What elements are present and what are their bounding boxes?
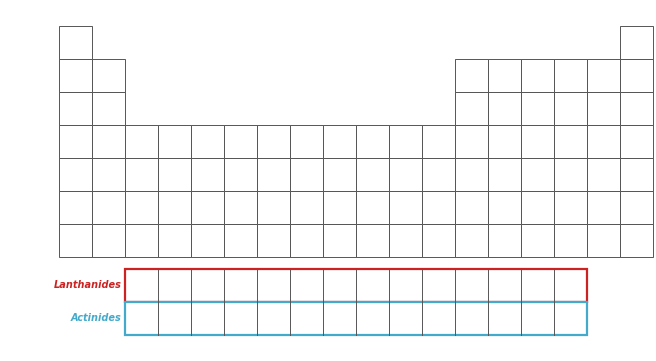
Bar (224, 224, 257, 257)
Bar (586, 191, 620, 224)
Bar (455, 125, 488, 158)
Bar (554, 125, 586, 158)
Bar (59, 125, 92, 158)
Bar (422, 158, 455, 191)
Bar (422, 125, 455, 158)
Bar (521, 191, 554, 224)
Bar (125, 269, 586, 302)
Bar (455, 224, 488, 257)
Bar (257, 158, 290, 191)
Bar (488, 125, 521, 158)
Text: Actinides: Actinides (71, 313, 121, 323)
Bar (191, 125, 224, 158)
Bar (389, 158, 422, 191)
Bar (554, 224, 586, 257)
Bar (620, 125, 653, 158)
Bar (586, 125, 620, 158)
Bar (59, 158, 92, 191)
Bar (92, 125, 125, 158)
Bar (290, 158, 323, 191)
Bar (455, 191, 488, 224)
Bar (488, 224, 521, 257)
Bar (158, 125, 191, 158)
Bar (191, 191, 224, 224)
Bar (422, 224, 455, 257)
Bar (356, 125, 389, 158)
Bar (620, 191, 653, 224)
Bar (521, 59, 554, 92)
Bar (290, 125, 323, 158)
Bar (356, 158, 389, 191)
Text: Lanthanides: Lanthanides (53, 280, 121, 290)
Bar (92, 59, 125, 92)
Bar (521, 125, 554, 158)
Bar (586, 158, 620, 191)
Bar (59, 59, 92, 92)
Bar (586, 92, 620, 125)
Bar (59, 191, 92, 224)
Bar (586, 224, 620, 257)
Bar (92, 92, 125, 125)
Bar (257, 224, 290, 257)
Bar (389, 125, 422, 158)
Bar (290, 191, 323, 224)
Bar (554, 59, 586, 92)
Bar (356, 224, 389, 257)
Bar (158, 158, 191, 191)
Bar (158, 224, 191, 257)
Bar (92, 191, 125, 224)
Bar (586, 59, 620, 92)
Bar (554, 158, 586, 191)
Bar (554, 92, 586, 125)
Bar (554, 191, 586, 224)
Bar (224, 158, 257, 191)
Bar (422, 191, 455, 224)
Bar (521, 224, 554, 257)
Bar (488, 59, 521, 92)
Bar (488, 158, 521, 191)
Bar (59, 92, 92, 125)
Bar (620, 59, 653, 92)
Bar (92, 158, 125, 191)
Bar (323, 125, 356, 158)
Bar (92, 224, 125, 257)
Bar (323, 191, 356, 224)
Bar (521, 158, 554, 191)
Bar (59, 26, 92, 59)
Bar (521, 92, 554, 125)
Bar (455, 158, 488, 191)
Bar (158, 191, 191, 224)
Bar (290, 224, 323, 257)
Bar (389, 191, 422, 224)
Bar (488, 92, 521, 125)
Bar (620, 224, 653, 257)
Bar (125, 158, 158, 191)
Bar (191, 158, 224, 191)
Bar (191, 224, 224, 257)
Bar (323, 224, 356, 257)
Bar (125, 302, 586, 335)
Bar (356, 191, 389, 224)
Bar (389, 224, 422, 257)
Bar (455, 92, 488, 125)
Bar (323, 158, 356, 191)
Bar (455, 59, 488, 92)
Bar (257, 125, 290, 158)
Bar (125, 224, 158, 257)
Bar (125, 191, 158, 224)
Bar (620, 26, 653, 59)
Bar (257, 191, 290, 224)
Bar (59, 224, 92, 257)
Bar (125, 125, 158, 158)
Bar (620, 92, 653, 125)
Bar (224, 191, 257, 224)
Bar (488, 191, 521, 224)
Bar (620, 158, 653, 191)
Bar (224, 125, 257, 158)
